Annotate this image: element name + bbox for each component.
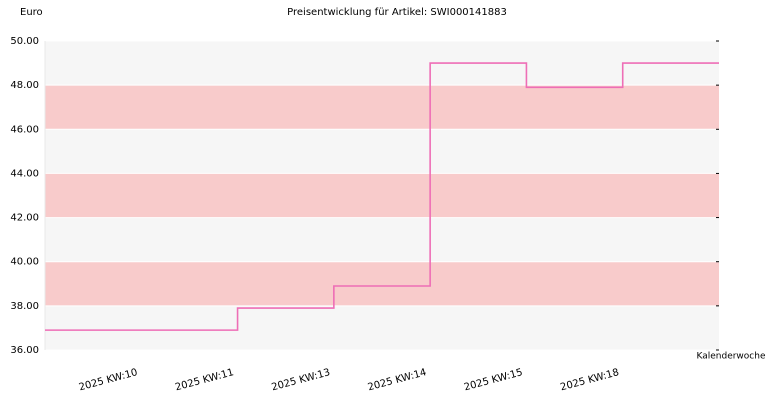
x-tick-label: 2025 KW:11 — [174, 367, 235, 393]
price-line — [45, 62, 719, 331]
y-tick-label: 38.00 — [10, 301, 39, 312]
band — [45, 261, 719, 306]
band — [45, 173, 719, 218]
x-tick-label: 2025 KW:13 — [270, 367, 331, 393]
x-axis-label: Kalenderwoche — [696, 352, 765, 362]
band — [45, 217, 719, 262]
band — [45, 41, 719, 86]
band — [45, 85, 719, 130]
y-tick-label: 46.00 — [10, 124, 39, 135]
band — [45, 305, 719, 350]
y-tick-label: 48.00 — [10, 80, 39, 91]
y-tick-label: 42.00 — [10, 213, 39, 224]
chart-title: Preisentwicklung für Artikel: SWI0001418… — [287, 7, 507, 18]
x-tick-label: 2025 KW:10 — [78, 367, 139, 393]
y-tick-label: 36.00 — [10, 345, 39, 356]
x-tick-label: 2025 KW:18 — [559, 367, 620, 393]
y-tick-label: 44.00 — [10, 168, 39, 179]
x-tick-label: 2025 KW:14 — [367, 367, 428, 393]
y-tick-label: 40.00 — [10, 257, 39, 268]
x-tick-label: 2025 KW:15 — [463, 367, 524, 393]
y-tick-label: 50.00 — [10, 36, 39, 47]
band — [45, 129, 719, 174]
y-axis-label: Euro — [20, 7, 43, 18]
